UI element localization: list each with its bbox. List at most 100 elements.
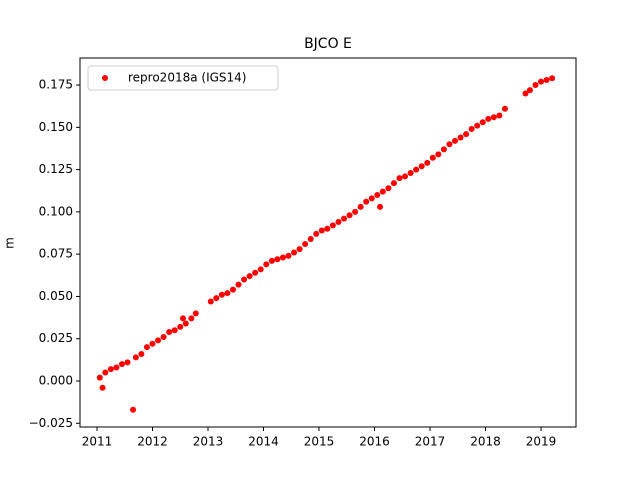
data-point: [463, 131, 470, 138]
data-point: [263, 261, 270, 268]
data-point: [402, 173, 409, 180]
data-point: [446, 141, 453, 148]
data-point: [385, 185, 392, 192]
data-point: [302, 241, 309, 248]
data-point: [149, 340, 156, 347]
legend-box: [87, 65, 279, 91]
data-point: [218, 291, 225, 298]
data-point: [501, 105, 508, 112]
data-point: [268, 257, 275, 264]
data-point: [329, 222, 336, 229]
data-point: [171, 327, 178, 334]
data-point: [549, 75, 556, 82]
data-point: [538, 78, 545, 85]
data-point: [207, 298, 214, 305]
data-point: [102, 369, 109, 376]
data-point: [379, 188, 386, 195]
data-point: [318, 227, 325, 234]
data-point: [155, 337, 162, 344]
data-point: [188, 315, 195, 322]
y-tick-label: 0.075: [39, 247, 73, 261]
x-tick-label: 2017: [415, 435, 446, 449]
data-point: [257, 266, 264, 273]
data-point: [138, 350, 145, 357]
data-point: [363, 198, 370, 205]
data-point: [213, 295, 220, 302]
data-point: [346, 212, 353, 219]
data-point: [96, 374, 103, 381]
plot-frame: [79, 57, 577, 428]
data-point: [246, 273, 253, 280]
x-tick-label: 2018: [470, 435, 501, 449]
data-point: [485, 115, 492, 122]
data-point: [291, 249, 298, 256]
data-point: [377, 203, 384, 210]
y-tick-label: −0.025: [29, 416, 73, 430]
data-point: [313, 230, 320, 237]
data-point: [166, 328, 173, 335]
y-tick-label: 0.000: [39, 374, 73, 388]
y-tick-label: 0.150: [39, 120, 73, 134]
data-point: [160, 334, 167, 341]
data-point: [396, 175, 403, 182]
x-tick-label: 2015: [304, 435, 335, 449]
data-point: [192, 310, 199, 317]
data-point: [457, 134, 464, 141]
data-point: [451, 137, 458, 144]
x-tick-label: 2013: [193, 435, 224, 449]
data-point: [241, 276, 248, 283]
x-tick-label: 2011: [82, 435, 113, 449]
y-tick-label: 0.100: [39, 204, 73, 218]
data-point: [177, 323, 184, 330]
y-tick-label: 0.050: [39, 289, 73, 303]
data-point: [479, 119, 486, 126]
x-tick-label: 2012: [137, 435, 168, 449]
data-point: [468, 126, 475, 133]
data-point: [235, 281, 242, 288]
x-tick-label: 2019: [526, 435, 557, 449]
data-point: [296, 246, 303, 253]
data-point: [543, 76, 550, 83]
data-point: [130, 406, 137, 413]
data-point: [118, 361, 125, 368]
data-point: [274, 256, 281, 263]
y-tick-label: 0.175: [39, 78, 73, 92]
data-point: [522, 90, 529, 97]
x-tick-label: 2014: [248, 435, 279, 449]
data-point: [107, 366, 114, 373]
data-point: [252, 269, 259, 276]
data-point: [124, 359, 131, 366]
data-point: [113, 364, 120, 371]
data-point: [413, 166, 420, 173]
data-point: [496, 112, 503, 119]
data-point: [407, 169, 414, 176]
data-point: [424, 159, 431, 166]
legend-label: repro2018a (IGS14): [128, 71, 246, 85]
y-tick-label: 0.025: [39, 331, 73, 345]
data-point: [418, 163, 425, 170]
data-point: [285, 252, 292, 259]
data-point: [143, 344, 150, 351]
data-point: [180, 315, 187, 322]
data-point: [390, 180, 397, 187]
data-point: [352, 208, 359, 215]
data-point: [440, 146, 447, 153]
x-tick-label: 2016: [359, 435, 390, 449]
data-point: [324, 225, 331, 232]
legend-marker: [102, 75, 108, 81]
data-point: [224, 290, 231, 297]
data-point: [340, 215, 347, 222]
data-point: [357, 203, 364, 210]
y-tick-label: 0.125: [39, 162, 73, 176]
data-point: [532, 82, 539, 89]
data-point: [374, 191, 381, 198]
chart-title: BJCO E: [304, 36, 352, 52]
data-point: [490, 114, 497, 121]
data-point: [435, 151, 442, 158]
data-point: [182, 320, 189, 327]
data-point: [99, 384, 106, 391]
data-point: [279, 254, 286, 261]
data-point: [429, 154, 436, 161]
data-point: [229, 286, 236, 293]
